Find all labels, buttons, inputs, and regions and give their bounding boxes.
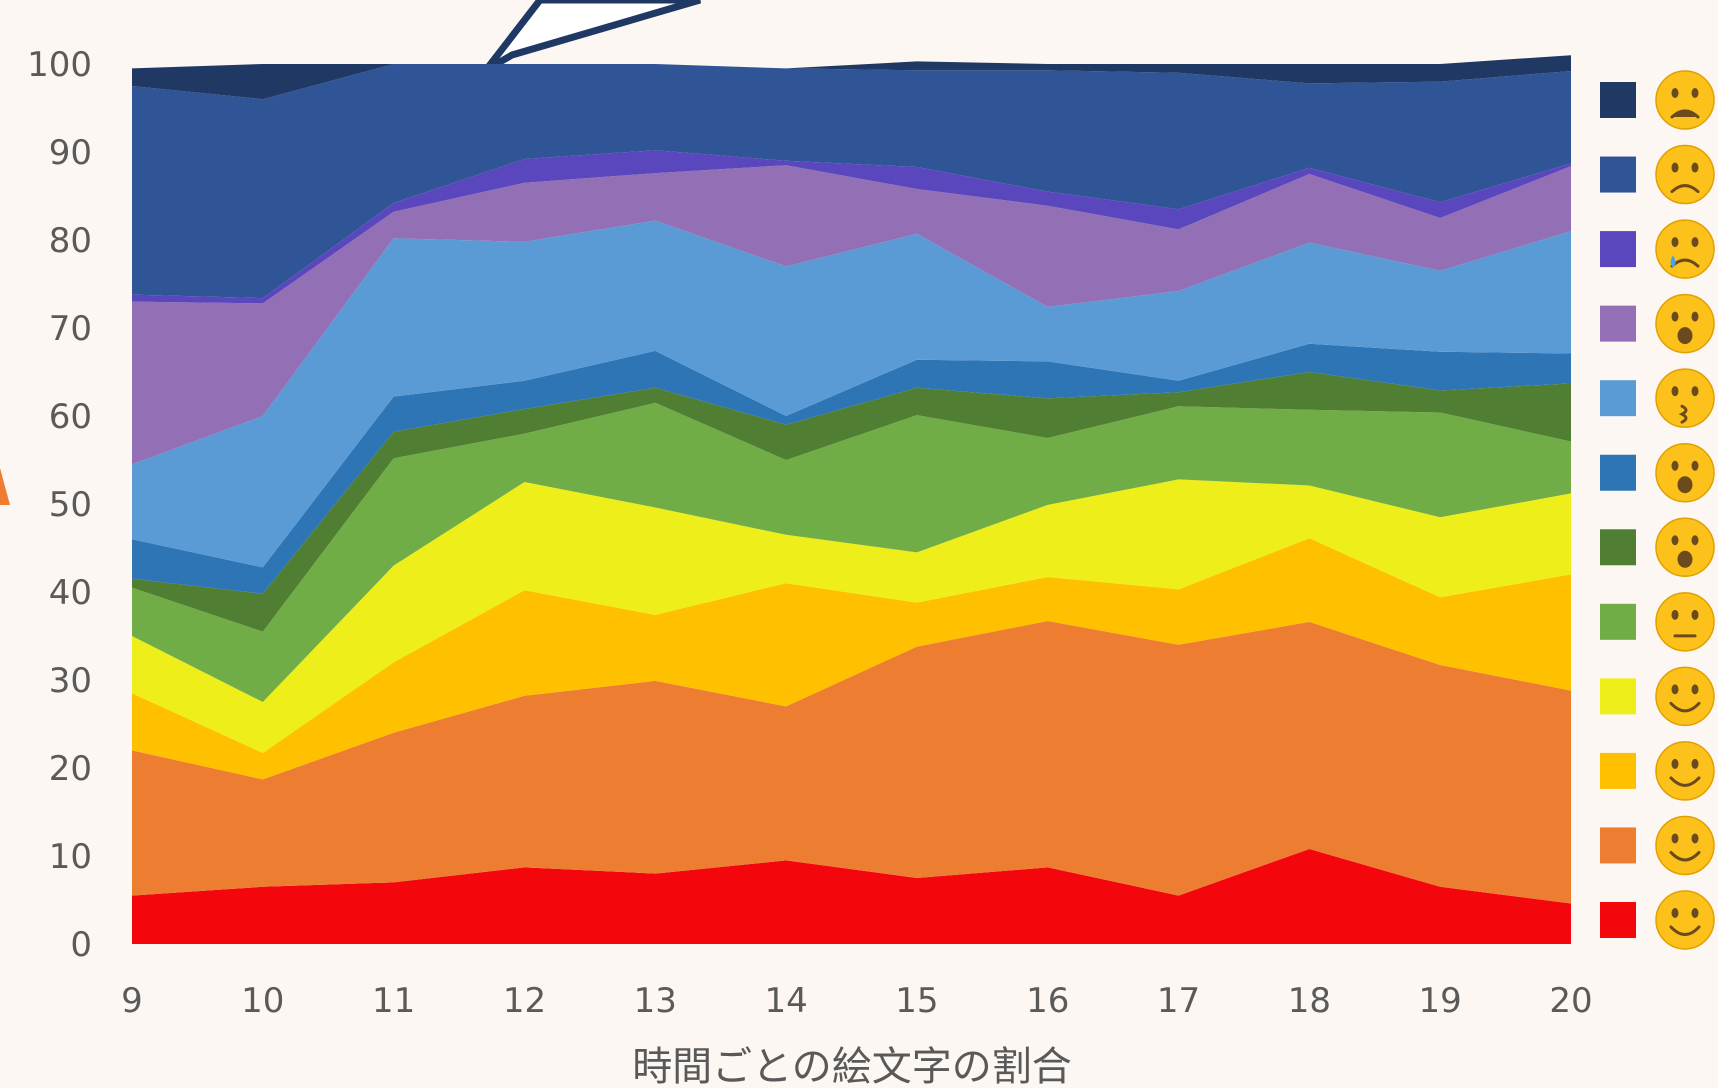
hushed-face-icon (1656, 444, 1714, 502)
legend-entry-face-with-steam-from-nose (1600, 71, 1714, 129)
x-tick-label: 15 (895, 981, 938, 1021)
legend-entry-winking-face (1600, 667, 1714, 725)
legend-swatch (1600, 380, 1636, 416)
legend-entry-savoring-food-face (1600, 742, 1714, 800)
y-tick-label: 90 (49, 133, 92, 173)
x-tick-label: 16 (1026, 981, 1069, 1021)
speech-bubble-pointer (486, 0, 700, 70)
weary-face-icon (1656, 146, 1714, 204)
y-tick-label: 60 (49, 397, 92, 437)
x-tick-label: 17 (1157, 981, 1200, 1021)
y-tick-label: 20 (49, 749, 92, 789)
x-axis-ticks: 9 10 11 12 13 14 15 16 17 18 19 20 (121, 981, 1592, 1021)
winking-face-icon (1656, 667, 1714, 725)
x-tick-label: 20 (1549, 981, 1592, 1021)
legend-swatch (1600, 231, 1636, 267)
legend-entry-smiling-face (1600, 816, 1714, 874)
face-with-monocle-icon (1656, 593, 1714, 651)
legend-entry-hushed-face (1600, 444, 1714, 502)
y-tick-label: 0 (70, 925, 92, 965)
legend-swatch (1600, 753, 1636, 789)
savoring-food-face-icon (1656, 742, 1714, 800)
legend-swatch (1600, 157, 1636, 193)
y-tick-label: 10 (49, 837, 92, 877)
legend-swatch (1600, 455, 1636, 491)
legend-entry-kissing-face (1600, 369, 1714, 427)
legend-swatch (1600, 529, 1636, 565)
y-tick-label: 100 (27, 45, 92, 85)
legend-entry-face-with-open-mouth (1600, 518, 1714, 576)
legend-entry-face-with-monocle (1600, 593, 1714, 651)
legend-entry-dizzy-face (1600, 295, 1714, 353)
x-tick-label: 12 (503, 981, 546, 1021)
legend-swatch (1600, 604, 1636, 640)
y-tick-label: 80 (49, 221, 92, 261)
legend-entry-crying-face (1600, 220, 1714, 278)
x-tick-label: 19 (1419, 981, 1462, 1021)
legend-swatch (1600, 678, 1636, 714)
x-tick-label: 14 (764, 981, 807, 1021)
crying-face-icon (1656, 220, 1714, 278)
grinning-face-icon (1656, 891, 1714, 949)
legend-swatch (1600, 827, 1636, 863)
y-tick-label: 40 (49, 573, 92, 613)
kissing-face-icon (1656, 369, 1714, 427)
y-tick-label: 30 (49, 661, 92, 701)
x-axis-label: 時間ごとの絵文字の割合 (632, 1044, 1072, 1088)
face-with-open-mouth-icon (1656, 518, 1714, 576)
x-tick-label: 18 (1288, 981, 1331, 1021)
y-tick-label: 50 (49, 485, 92, 525)
x-tick-label: 10 (241, 981, 284, 1021)
x-tick-label: 11 (372, 981, 415, 1021)
y-tick-label: 70 (49, 309, 92, 349)
legend-swatch (1600, 306, 1636, 342)
smiling-face-icon (1656, 816, 1714, 874)
area-layers (132, 55, 1571, 944)
x-tick-label: 9 (121, 981, 143, 1021)
y-axis-ticks: 0 10 20 30 40 50 60 70 80 90 100 (27, 45, 92, 965)
legend-swatch (1600, 82, 1636, 118)
x-tick-label: 13 (634, 981, 677, 1021)
dizzy-face-icon (1656, 295, 1714, 353)
legend (1600, 71, 1714, 949)
face-with-steam-from-nose-icon (1656, 71, 1714, 129)
legend-swatch (1600, 902, 1636, 938)
legend-entry-weary-face (1600, 146, 1714, 204)
orange-arrow-tip (0, 468, 10, 505)
legend-entry-grinning-face (1600, 891, 1714, 949)
